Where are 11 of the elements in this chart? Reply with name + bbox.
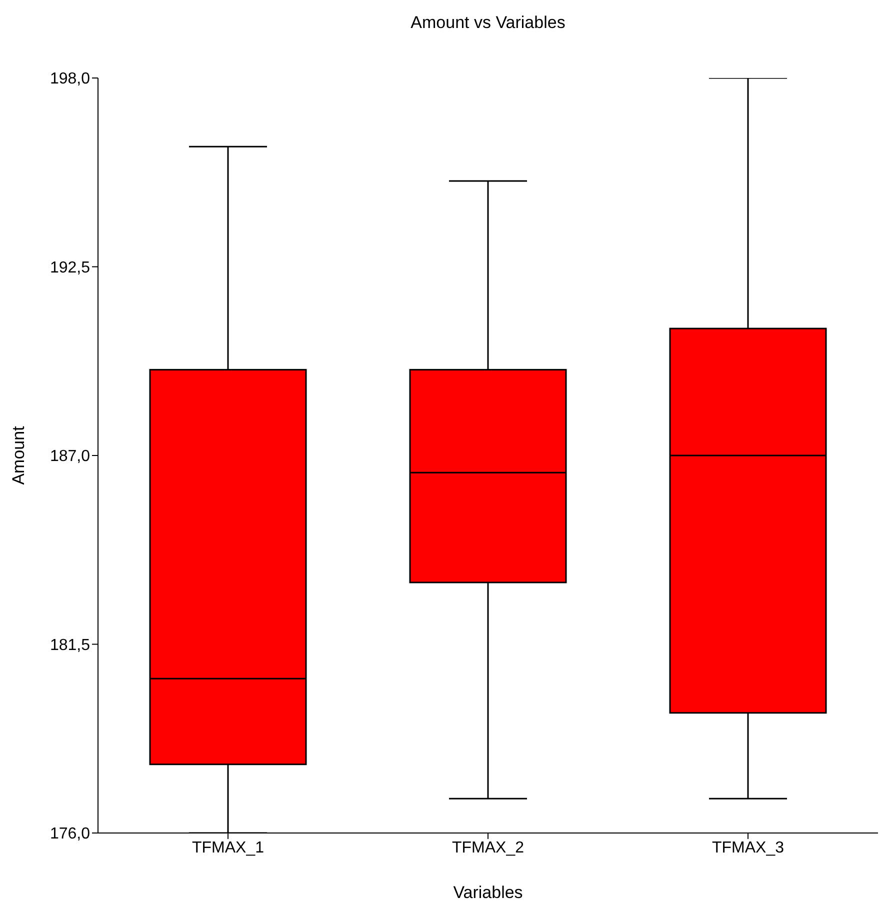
x-tick-label: TFMAX_2 — [452, 839, 524, 856]
y-axis-title: Amount — [9, 426, 28, 485]
x-tick-label: TFMAX_3 — [712, 839, 784, 856]
y-tick-label: 198,0 — [50, 70, 90, 88]
y-tick-label: 187,0 — [50, 448, 90, 466]
y-tick-label: 176,0 — [50, 826, 90, 843]
x-axis-title: Variables — [453, 883, 523, 902]
y-tick-label: 181,5 — [50, 636, 90, 654]
chart-title: Amount vs Variables — [410, 12, 566, 34]
x-tick-label: TFMAX_1 — [192, 839, 264, 856]
y-tick-label: 192,5 — [50, 259, 90, 276]
